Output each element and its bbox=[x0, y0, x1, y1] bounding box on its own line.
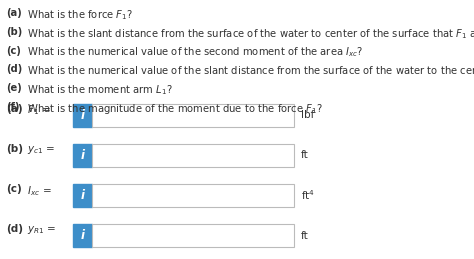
FancyBboxPatch shape bbox=[73, 104, 92, 127]
FancyBboxPatch shape bbox=[73, 184, 92, 207]
Text: i: i bbox=[81, 109, 85, 122]
Text: What is the moment arm $L_1$?: What is the moment arm $L_1$? bbox=[24, 83, 173, 97]
Text: (d): (d) bbox=[6, 64, 22, 75]
Text: (f): (f) bbox=[6, 102, 19, 112]
Text: (d): (d) bbox=[6, 224, 23, 234]
Text: lbf: lbf bbox=[301, 110, 314, 120]
Text: ft$^4$: ft$^4$ bbox=[301, 189, 315, 203]
Text: (a): (a) bbox=[6, 8, 22, 18]
FancyBboxPatch shape bbox=[73, 224, 92, 247]
Text: i: i bbox=[81, 189, 85, 202]
FancyBboxPatch shape bbox=[92, 104, 294, 127]
Text: What is the numerical value of the second moment of the area $I_{xc}$?: What is the numerical value of the secon… bbox=[24, 46, 364, 59]
FancyBboxPatch shape bbox=[92, 224, 294, 247]
Text: ft: ft bbox=[301, 231, 309, 241]
Text: $y_{R1}$ =: $y_{R1}$ = bbox=[24, 224, 56, 236]
Text: $y_{c1}$ =: $y_{c1}$ = bbox=[24, 144, 55, 156]
FancyBboxPatch shape bbox=[73, 144, 92, 167]
Text: What is the numerical value of the slant distance from the surface of the water : What is the numerical value of the slant… bbox=[24, 64, 474, 78]
Text: i: i bbox=[81, 229, 85, 242]
Text: $F_1$ =: $F_1$ = bbox=[24, 104, 51, 117]
Text: $I_{xc}$ =: $I_{xc}$ = bbox=[24, 184, 52, 198]
Text: (c): (c) bbox=[6, 46, 21, 56]
FancyBboxPatch shape bbox=[92, 184, 294, 207]
FancyBboxPatch shape bbox=[92, 144, 294, 167]
Text: (c): (c) bbox=[6, 184, 22, 194]
Text: (b): (b) bbox=[6, 144, 23, 154]
Text: What is the slant distance from the surface of the water to center of the surfac: What is the slant distance from the surf… bbox=[24, 27, 474, 41]
Text: ft: ft bbox=[301, 150, 309, 160]
Text: (a): (a) bbox=[6, 104, 23, 114]
Text: i: i bbox=[81, 149, 85, 162]
Text: (b): (b) bbox=[6, 27, 22, 37]
Text: What is the force $F_1$?: What is the force $F_1$? bbox=[24, 8, 133, 21]
Text: (e): (e) bbox=[6, 83, 22, 93]
Text: What is the magnitude of the moment due to the force $F_1$?: What is the magnitude of the moment due … bbox=[24, 102, 323, 116]
